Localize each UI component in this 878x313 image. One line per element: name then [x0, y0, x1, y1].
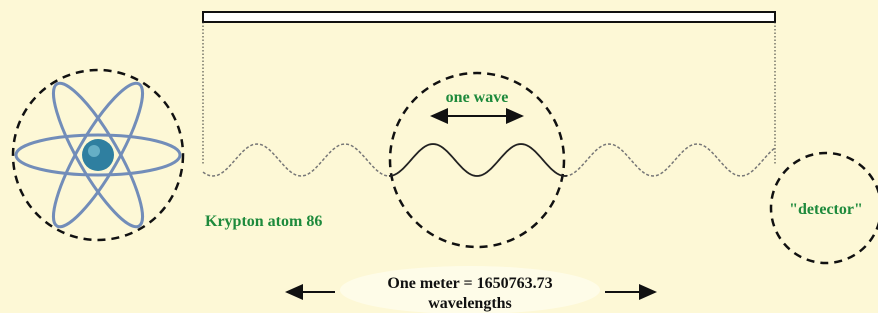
- atom-label: Krypton atom 86: [205, 213, 322, 230]
- background: [0, 0, 878, 313]
- wave-label: one wave: [446, 89, 509, 106]
- diagram: one wave Krypton atom 86 "detector" One …: [0, 0, 878, 313]
- detector-label: "detector": [789, 201, 863, 218]
- meter-label: One meter = 1650763.73: [387, 275, 552, 292]
- meter-label: wavelengths: [428, 295, 512, 312]
- meter-bar: [203, 12, 775, 22]
